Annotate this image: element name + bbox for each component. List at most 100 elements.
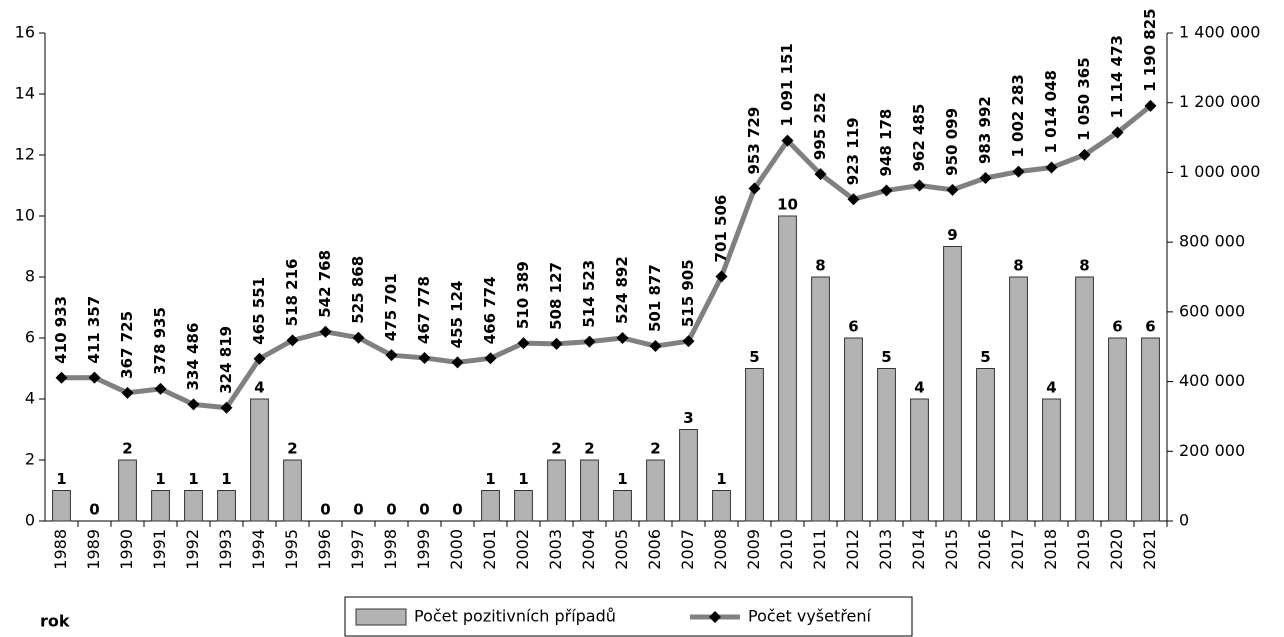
bar-value-label: 10 (777, 196, 798, 214)
line-marker (451, 356, 464, 369)
line-value-label: 524 892 (613, 256, 631, 324)
y-tick-label: 16 (15, 23, 35, 42)
line-value-label: 948 178 (877, 109, 895, 177)
line-value-label: 501 877 (646, 264, 664, 332)
x-tick-label: 2005 (612, 529, 631, 570)
x-tick-label: 1990 (117, 529, 136, 570)
bar (514, 490, 533, 522)
line-marker (352, 331, 365, 344)
line-value-label: 1 091 151 (778, 43, 796, 127)
line-value-label: 1 190 825 (1141, 8, 1159, 92)
bar-value-label: 5 (881, 348, 891, 366)
y-tick-label: 10 (15, 206, 35, 225)
y-tick-label: 8 (25, 267, 35, 286)
line-value-label: 995 252 (811, 92, 829, 160)
bar-value-label: 9 (947, 226, 957, 244)
bar-value-label: 1 (56, 470, 66, 488)
bar-value-label: 1 (485, 470, 495, 488)
bar-value-label: 8 (1013, 257, 1023, 275)
y2-tick-label: 1 200 000 (1179, 92, 1260, 111)
bar-value-label: 2 (551, 440, 561, 458)
line-value-label: 1 050 365 (1075, 57, 1093, 141)
line-marker (253, 352, 266, 365)
line (61, 103, 1153, 411)
bar-value-label: 3 (683, 409, 693, 427)
x-tick-label: 2015 (942, 529, 961, 570)
bar (910, 398, 929, 522)
line-marker (1012, 165, 1025, 178)
bar-value-label: 6 (848, 318, 858, 336)
line-value-label: 514 523 (580, 260, 598, 328)
bar-value-label: 1 (518, 470, 528, 488)
y-tick-label: 4 (25, 389, 35, 408)
line-marker (748, 182, 761, 195)
bar (481, 490, 500, 522)
x-tick-label: 1994 (249, 529, 268, 570)
bar (1108, 337, 1127, 522)
x-tick-label: 2006 (645, 529, 664, 570)
bar-value-label: 1 (617, 470, 627, 488)
line-marker (979, 172, 992, 185)
x-tick-label: 1988 (51, 529, 70, 570)
bar-value-label: 5 (749, 348, 759, 366)
line-marker (913, 179, 926, 192)
y2-tick-label: 600 000 (1179, 301, 1245, 320)
bar-value-label: 8 (1079, 257, 1089, 275)
bar-value-label: 6 (1145, 318, 1155, 336)
legend-marker (709, 611, 721, 623)
x-tick-label: 2017 (1008, 529, 1027, 570)
line-value-label: 515 905 (679, 259, 697, 327)
line-value-label: 378 935 (151, 307, 169, 375)
bar-value-label: 4 (1046, 379, 1056, 397)
line-marker (88, 371, 101, 384)
line-marker (880, 184, 893, 197)
bar-value-label: 4 (914, 379, 924, 397)
x-tick-label: 2011 (810, 529, 829, 570)
line-marker (781, 134, 794, 147)
line-value-label: 467 778 (415, 276, 433, 344)
bar (877, 368, 896, 522)
line-marker (550, 337, 563, 350)
line-value-label: 701 506 (712, 195, 730, 263)
line-value-label: 950 099 (943, 108, 961, 176)
bar (217, 490, 236, 522)
line-marker (319, 325, 332, 338)
y2-tick-label: 400 000 (1179, 371, 1245, 390)
bar (613, 490, 632, 522)
y-tick-label: 6 (25, 328, 35, 347)
legend-swatch (355, 608, 407, 626)
bar-value-label: 2 (584, 440, 594, 458)
bar (1042, 398, 1061, 522)
bar-value-label: 1 (716, 470, 726, 488)
bar (1009, 276, 1028, 522)
bar (52, 490, 71, 522)
line-marker (1078, 148, 1091, 161)
x-tick-label: 2019 (1074, 529, 1093, 570)
line-marker (847, 193, 860, 206)
x-tick-label: 2001 (480, 529, 499, 570)
bar (778, 215, 797, 522)
x-tick-label: 2020 (1107, 529, 1126, 570)
line-marker (946, 183, 959, 196)
line-value-label: 367 725 (118, 311, 136, 379)
bar (943, 246, 962, 522)
y-tick-label: 12 (15, 145, 35, 164)
x-tick-label: 2010 (777, 529, 796, 570)
y2-tick-label: 800 000 (1179, 232, 1245, 251)
bar (679, 429, 698, 522)
line-value-label: 324 819 (217, 326, 235, 394)
bar-value-label: 0 (353, 501, 363, 519)
x-tick-label: 2016 (975, 529, 994, 570)
bar (1075, 276, 1094, 522)
bar-value-label: 1 (221, 470, 231, 488)
line-value-label: 983 992 (976, 96, 994, 164)
x-tick-label: 2009 (744, 529, 763, 570)
line-value-label: 411 357 (85, 296, 103, 364)
x-tick-label: 1991 (150, 529, 169, 570)
x-tick-label: 2013 (876, 529, 895, 570)
x-tick-label: 2008 (711, 529, 730, 570)
x-tick-label: 1992 (183, 529, 202, 570)
bar (745, 368, 764, 522)
y2-tick-label: 1 400 000 (1179, 23, 1260, 42)
